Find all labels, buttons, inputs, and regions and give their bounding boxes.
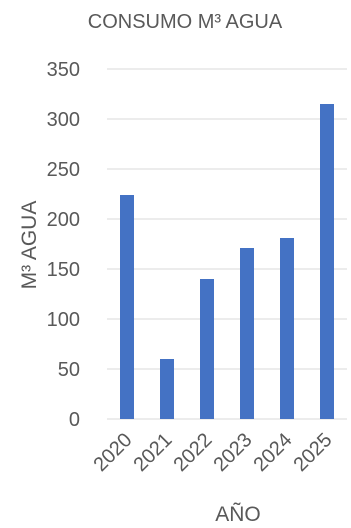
- y-tick-label: 0: [69, 409, 80, 431]
- x-tick-label: 2025: [290, 429, 337, 476]
- bar-2021: [160, 359, 174, 419]
- y-tick-label: 150: [47, 259, 80, 281]
- y-tick-label: 50: [58, 359, 80, 381]
- x-tick-label: 2021: [130, 429, 177, 476]
- chart-title: CONSUMO M³ AGUA: [88, 11, 283, 33]
- gridlines: [107, 68, 347, 420]
- y-tick-label: 100: [47, 309, 80, 331]
- y-axis-ticks: 0 50 100 150 200 250 300 350: [47, 59, 80, 431]
- bar-2024: [280, 238, 294, 419]
- x-tick-label: 2023: [210, 429, 257, 476]
- bar-2022: [200, 279, 214, 419]
- bars: [120, 104, 334, 419]
- bar-2020: [120, 195, 134, 419]
- y-tick-label: 200: [47, 209, 80, 231]
- y-tick-label: 250: [47, 159, 80, 181]
- y-axis-title: M³ AGUA: [18, 201, 41, 290]
- x-tick-label: 2020: [90, 429, 137, 476]
- x-axis-title: AÑO: [215, 502, 261, 526]
- y-tick-label: 300: [47, 109, 80, 131]
- bar-2025: [320, 104, 334, 419]
- x-tick-label: 2022: [170, 429, 217, 476]
- bar-2023: [240, 248, 254, 419]
- y-tick-label: 350: [47, 59, 80, 81]
- x-tick-label: 2024: [250, 429, 297, 476]
